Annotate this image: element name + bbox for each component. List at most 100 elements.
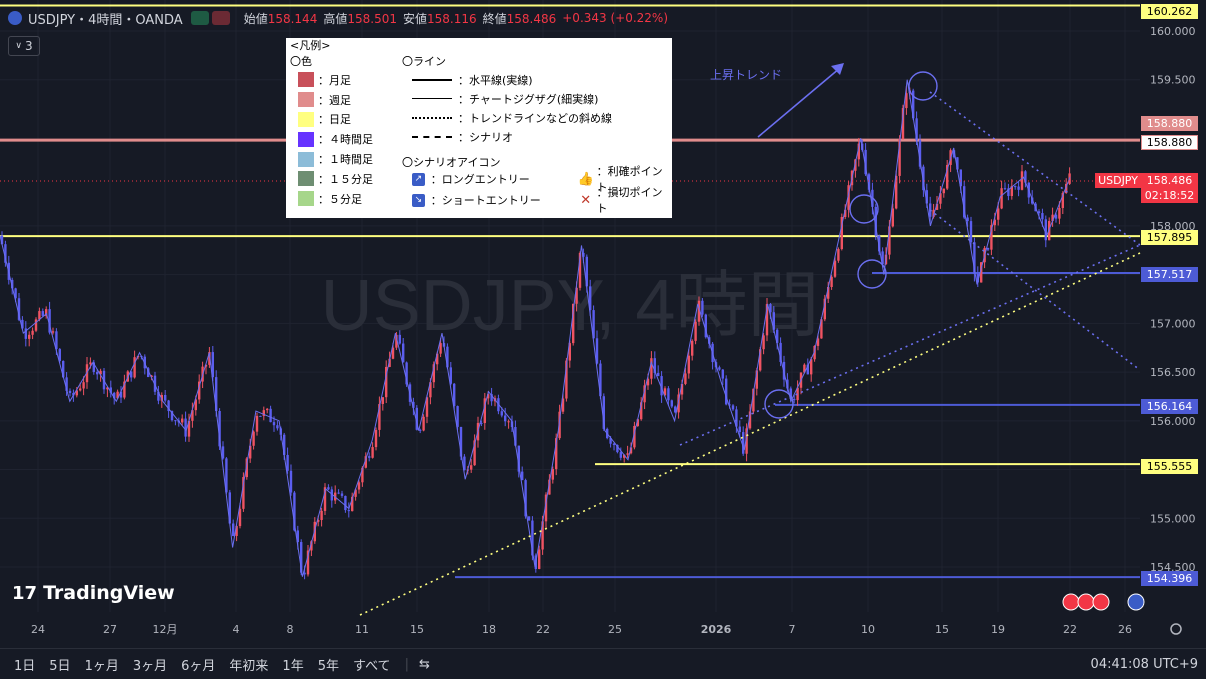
event-icons[interactable]: [1062, 593, 1182, 635]
japan-flag-icon[interactable]: [1062, 593, 1080, 611]
legend-line-label: ：水平線(実線): [458, 73, 533, 87]
grid: [0, 0, 1140, 612]
market-status-icon[interactable]: [190, 11, 209, 25]
timeframe-button[interactable]: 3ヶ月: [132, 658, 168, 674]
ohlc-low: 安値158.116: [403, 10, 477, 27]
legend-line-label: ：シナリオ: [458, 130, 513, 144]
time-tick-label: 26: [1118, 623, 1132, 636]
candle-body: [806, 364, 809, 375]
price-label: 157.517: [1141, 267, 1198, 282]
candle-body: [425, 397, 429, 417]
time-tick-label: 10: [861, 623, 875, 636]
candle-body: [419, 429, 422, 431]
candle-body: [1010, 186, 1013, 197]
timeframe-button[interactable]: 5年: [317, 658, 339, 674]
time-tick-label: 15: [935, 623, 949, 636]
candle-body: [378, 404, 381, 430]
candle-body: [759, 349, 762, 371]
time-tick-label: 7: [789, 623, 796, 636]
candle-body: [432, 364, 435, 383]
candle-body: [187, 420, 191, 437]
candle-body: [905, 93, 908, 109]
time-tick-label: 24: [31, 623, 45, 636]
candle-body: [395, 334, 398, 348]
candle-body: [1024, 171, 1027, 183]
candle-body: [157, 391, 160, 401]
candle-body: [575, 287, 578, 304]
candle-body: [276, 425, 279, 429]
legend-color-row: ：週足: [290, 90, 373, 110]
candle-body: [874, 206, 877, 236]
japan-flag-icon[interactable]: [1092, 593, 1110, 611]
legend-icon-row: ↗ ：ロングエントリー 👍 ：利確ポイント: [402, 165, 672, 194]
candle-body: [208, 352, 211, 365]
watermark: USDJPY, 4時間: [321, 266, 820, 346]
status-indicators[interactable]: [190, 11, 230, 25]
timeframe-button[interactable]: 年初来: [229, 658, 269, 674]
candle-body: [181, 418, 184, 423]
candle-body: [976, 273, 979, 283]
timeframe-button[interactable]: 1日: [14, 658, 36, 674]
currency-flag-icon: [8, 11, 22, 25]
candle-body: [691, 340, 694, 356]
candle-body: [993, 219, 996, 226]
candle-body: [415, 407, 418, 430]
candle-body: [456, 406, 459, 427]
time-axis[interactable]: 24 27 12月 4 8 11 15 18 22 25 2026 7 10 15 19 22 26: [31, 623, 1132, 636]
timeframe-button[interactable]: 1年: [282, 658, 304, 674]
candle-body: [864, 149, 867, 175]
japan-flag-icon[interactable]: [1077, 593, 1095, 611]
candle-body: [599, 363, 602, 397]
us-flag-icon[interactable]: [1127, 593, 1145, 611]
legend-line-row: ：チャートジグザグ(細実線): [402, 89, 672, 108]
candle-body: [191, 410, 194, 421]
timeframe-button[interactable]: 6ヶ月: [181, 658, 216, 674]
candle-body: [1020, 171, 1024, 190]
candle-body: [500, 411, 503, 416]
candle-body: [402, 343, 405, 363]
candle-body: [204, 364, 208, 367]
date-range-icon[interactable]: ⇆: [418, 656, 430, 672]
color-swatch: [298, 92, 314, 108]
candle-body: [436, 353, 439, 365]
candle-body: [738, 426, 741, 433]
timeframe-button[interactable]: 5日: [49, 658, 71, 674]
price-label: 158.880: [1141, 116, 1198, 131]
candle-body: [752, 388, 755, 412]
candle-body: [765, 304, 769, 336]
candle-body: [891, 208, 894, 227]
symbol-title[interactable]: USDJPY・4時間・OANDA: [28, 12, 183, 28]
timeframe-button[interactable]: すべて: [352, 658, 391, 674]
wave-icon[interactable]: [211, 11, 230, 25]
candle-body: [354, 489, 357, 497]
candle-body: [487, 394, 490, 399]
candle-body: [646, 378, 650, 386]
clock[interactable]: 04:41:08 UTC+9: [1090, 656, 1198, 672]
symbol-header[interactable]: USDJPY・4時間・OANDA 始値158.144 高値158.501 安値1…: [0, 0, 1140, 36]
ohlc-open: 始値158.144: [244, 10, 318, 27]
studies-toggle[interactable]: ∨ 3: [8, 36, 40, 56]
candle-body: [592, 310, 595, 339]
candle-body: [612, 443, 616, 445]
candle-body: [228, 492, 231, 524]
candle-body: [687, 355, 690, 374]
candle-body: [51, 331, 55, 333]
candle-body: [796, 387, 799, 401]
candle-body: [405, 362, 408, 385]
candle-body: [459, 426, 463, 457]
tradingview-logo[interactable]: 17 TradingView: [12, 582, 175, 604]
timeframe-button[interactable]: 1ヶ月: [84, 658, 119, 674]
circle-marker: [908, 71, 938, 101]
candle-body: [266, 408, 269, 411]
uptrend-arrow: [757, 67, 841, 138]
candle-body: [150, 375, 153, 378]
settings-gear-icon[interactable]: [1170, 623, 1182, 635]
divider: |: [404, 656, 409, 672]
open-value: 158.144: [267, 11, 318, 26]
zigzag-line: [0, 79, 1071, 577]
candle-body: [58, 349, 61, 362]
x-mark-icon: ✕: [580, 192, 592, 208]
candle-body: [463, 456, 466, 471]
candle-body: [317, 520, 320, 522]
candle-body: [153, 375, 157, 392]
